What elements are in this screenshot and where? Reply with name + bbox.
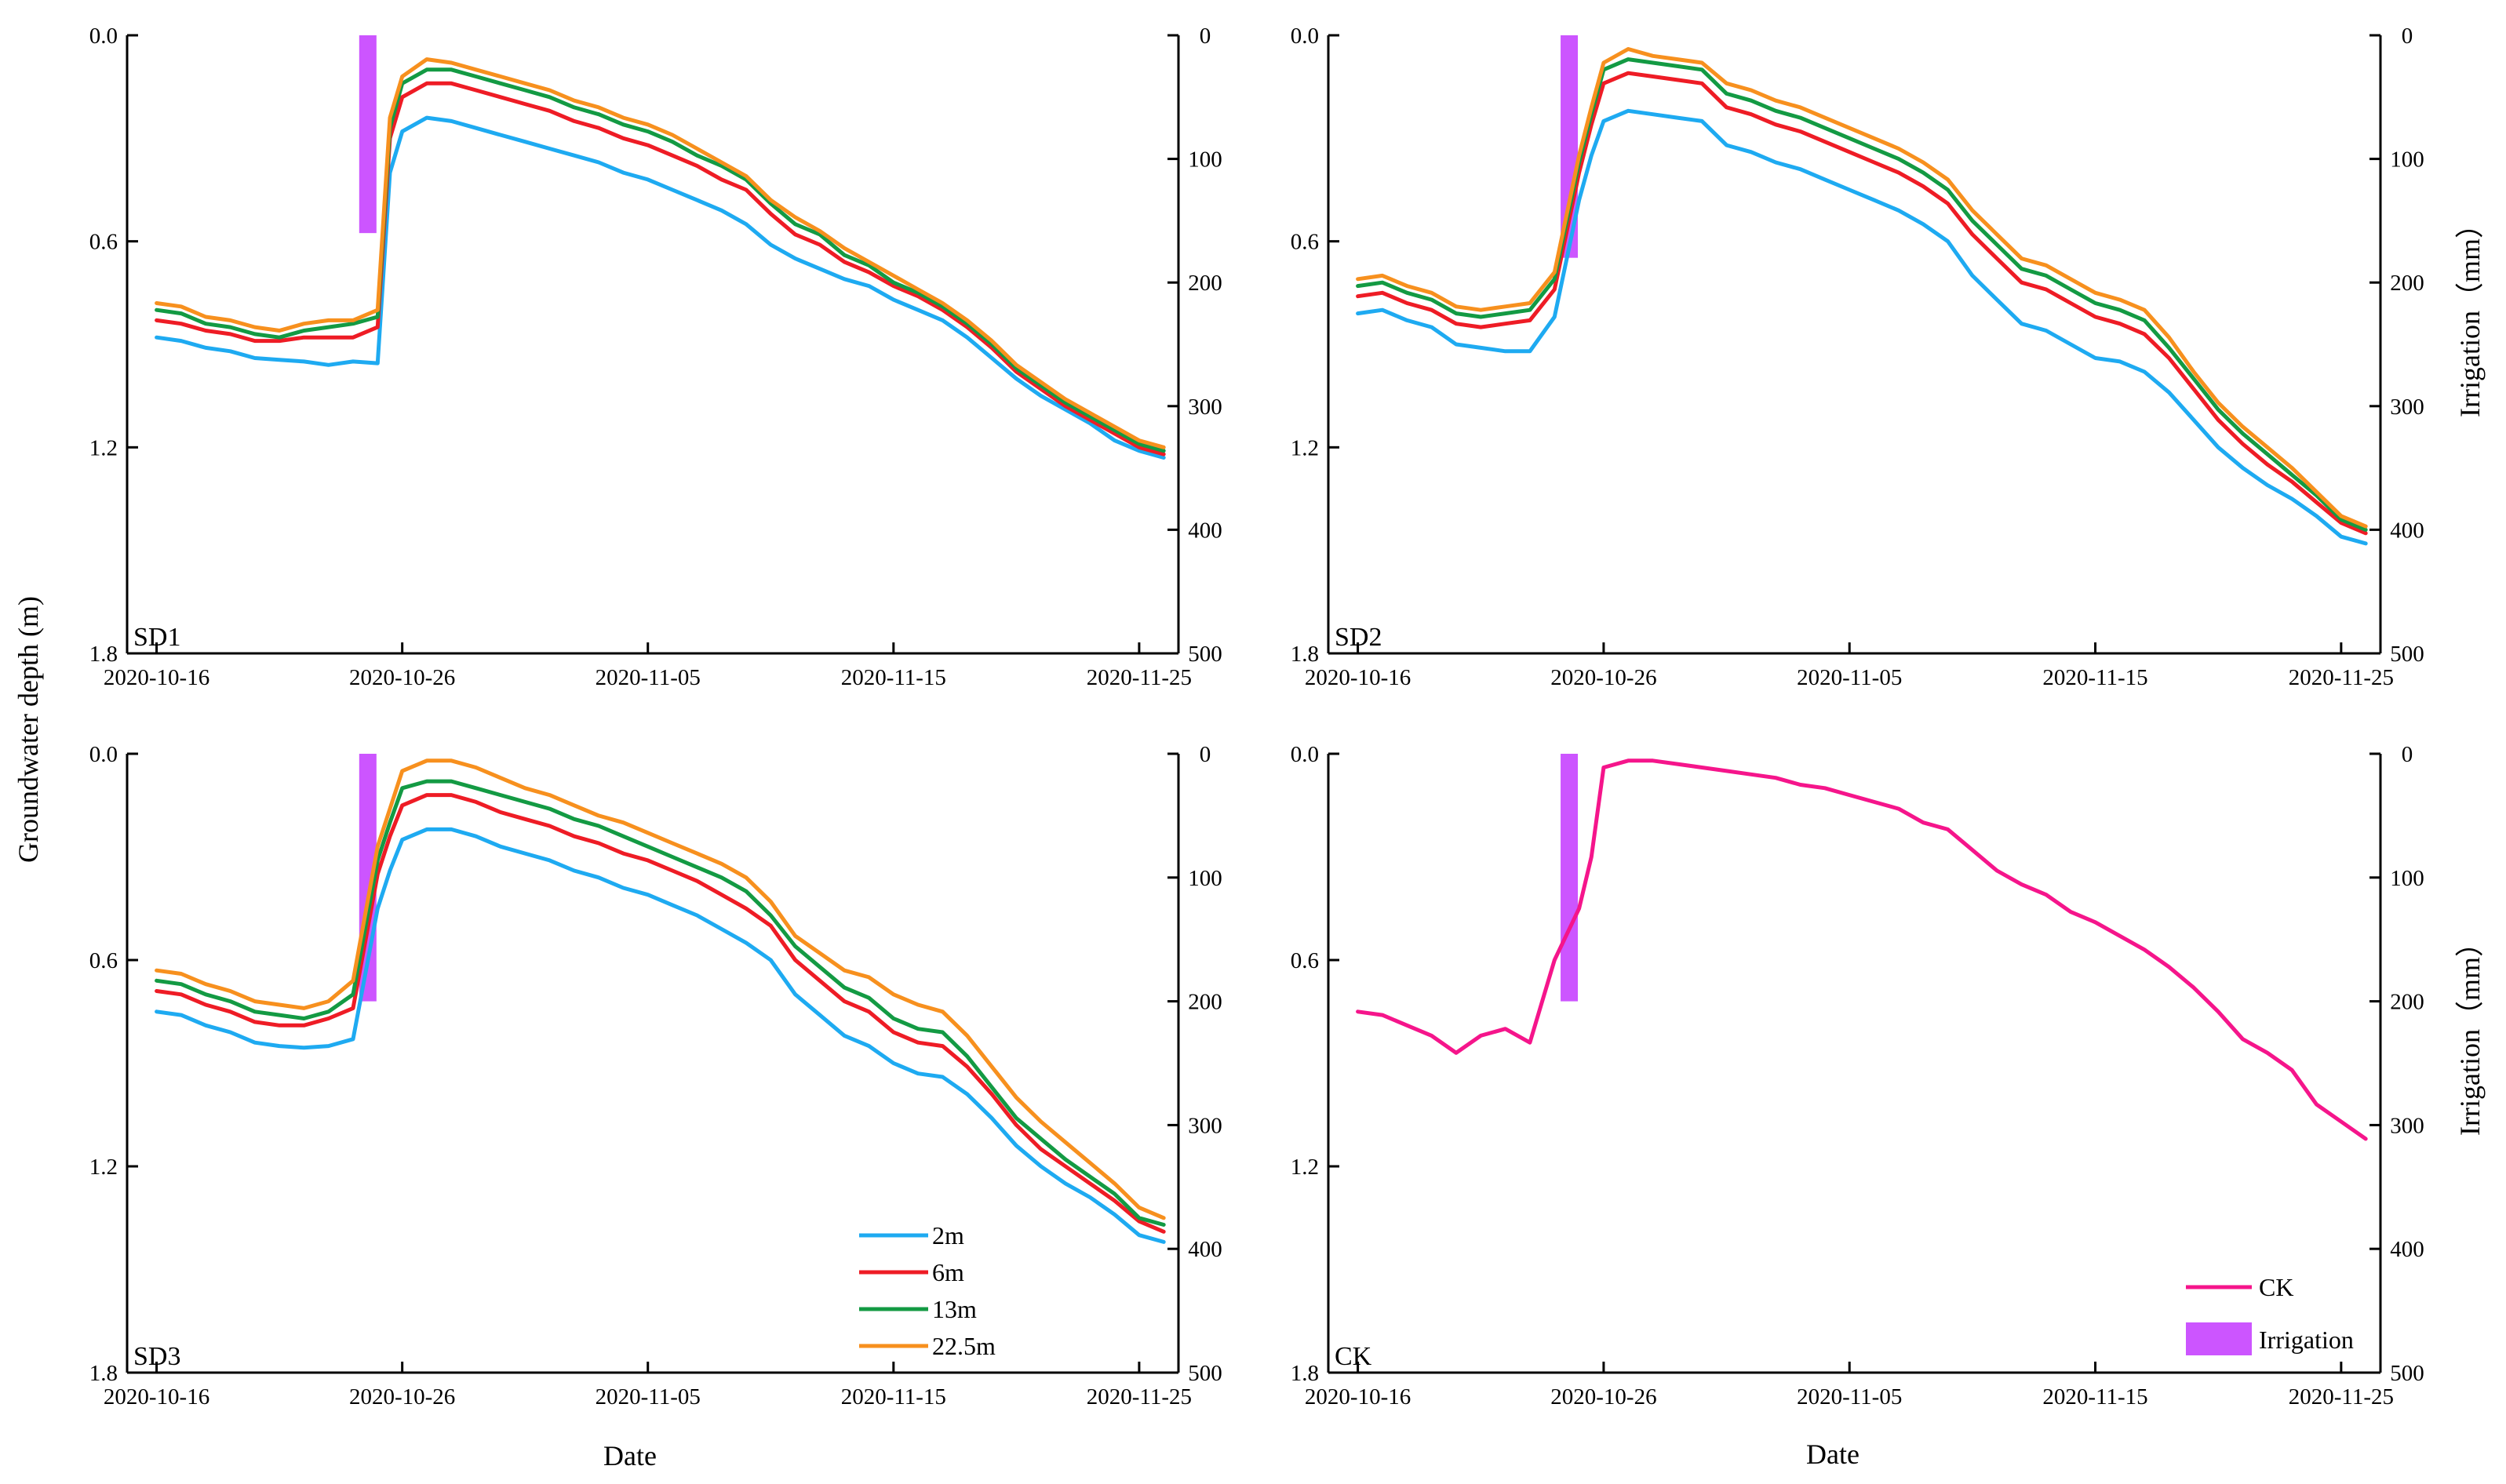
y-axis-label-right-top: Irrigation（mm） [2454, 210, 2486, 417]
y2-tick-label: 200 [2390, 271, 2424, 296]
x-tick-label: 2020-10-26 [349, 665, 455, 690]
y2-tick-label: 0 [1200, 742, 1211, 767]
legend-swatch [2186, 1322, 2252, 1355]
y2-tick-label: 400 [2390, 518, 2424, 543]
series-line-22_5m [155, 57, 1166, 449]
x-tick-label: 2020-11-25 [1087, 1384, 1192, 1409]
y2-tick-label: 500 [2390, 1361, 2424, 1386]
y2-tick-label: 0 [2402, 24, 2413, 49]
y2-tick-label: 0 [2402, 742, 2413, 767]
y2-tick-label: 100 [1188, 866, 1222, 891]
y2-tick-label: 300 [2390, 395, 2424, 420]
series-line-2m [155, 827, 1166, 1244]
x-axis-label-left: Date [603, 1440, 657, 1471]
y-tick-label: 0.0 [89, 24, 118, 49]
panel-sd1: 0.0 0.6 1.2 1.8 0 100 200 300 400 500 2020-10-16 20… [89, 24, 1222, 690]
x-tick-label: 2020-11-15 [2042, 665, 2147, 690]
legend-label: 22.5m [932, 1332, 996, 1360]
y-axis-label-right-bottom: Irrigation（mm） [2454, 929, 2486, 1136]
y2-tick-label: 100 [2390, 866, 2424, 891]
series-line-13m [1356, 57, 2368, 532]
y2-tick-label: 100 [2390, 147, 2424, 173]
x-tick-label: 2020-11-25 [1087, 665, 1192, 690]
x-tick-label: 2020-11-25 [2289, 665, 2394, 690]
x-tick-label: 2020-10-26 [1550, 1384, 1656, 1409]
y2-tick-label: 200 [1188, 990, 1222, 1015]
y2-tick-label: 300 [1188, 395, 1222, 420]
series-line-13m [155, 67, 1166, 453]
series-line-2m [1356, 108, 2368, 546]
y-axis-label-left: Groundwater depth (m) [13, 596, 44, 863]
series-line-6m [155, 793, 1166, 1234]
y-tick-label: 1.2 [89, 435, 118, 460]
series-line-13m [155, 779, 1166, 1227]
y-tick-label: 0.0 [89, 742, 118, 767]
x-tick-label: 2020-10-26 [349, 1384, 455, 1409]
y2-tick-label: 400 [1188, 518, 1222, 543]
x-tick-label: 2020-10-16 [1305, 1384, 1411, 1409]
x-tick-label: 2020-11-25 [2289, 1384, 2394, 1409]
y2-tick-label: 200 [2390, 990, 2424, 1015]
x-axis-label-right: Date [1806, 1439, 1859, 1470]
y2-tick-label: 500 [1188, 642, 1222, 667]
y-tick-label: 0.6 [1291, 230, 1319, 255]
series-line-6m [155, 81, 1166, 456]
series-line-2m [155, 115, 1166, 460]
y-tick-label: 0.6 [1291, 948, 1319, 973]
panel-sd2: 0.0 0.6 1.2 1.8 0 100 200 300 400 500 2020-10-16 20… [1291, 24, 2424, 690]
legend-label: 13m [932, 1295, 977, 1323]
series-line-22_5m [155, 758, 1166, 1220]
panel-title: SD1 [133, 623, 180, 652]
y-tick-label: 1.8 [1291, 642, 1319, 667]
y-tick-label: 1.2 [1291, 435, 1319, 460]
y-tick-label: 0.6 [89, 948, 118, 973]
x-tick-label: 2020-10-16 [104, 665, 209, 690]
panel-title: CK [1335, 1342, 1372, 1371]
legend-label: Irrigation [2259, 1326, 2354, 1354]
x-tick-label: 2020-10-26 [1550, 665, 1656, 690]
y2-tick-label: 300 [2390, 1113, 2424, 1138]
panel-title: SD2 [1335, 623, 1382, 652]
y2-tick-label: 400 [1188, 1237, 1222, 1262]
y-tick-label: 1.2 [89, 1155, 118, 1180]
series-line-22_5m [1356, 47, 2368, 529]
y2-tick-label: 0 [1200, 24, 1211, 49]
y2-tick-label: 100 [1188, 147, 1222, 173]
x-tick-label: 2020-11-05 [1797, 665, 1902, 690]
x-tick-label: 2020-11-15 [841, 1384, 946, 1409]
y-tick-label: 1.8 [89, 1361, 118, 1386]
x-tick-label: 2020-11-15 [841, 665, 946, 690]
y2-tick-label: 400 [2390, 1237, 2424, 1262]
y-tick-label: 0.0 [1291, 24, 1319, 49]
legend-label: 6m [932, 1258, 964, 1286]
y2-tick-label: 500 [1188, 1361, 1222, 1386]
irrigation-bar [1561, 754, 1579, 1002]
x-tick-label: 2020-11-05 [1797, 1384, 1902, 1409]
panel-sd3: 0.0 0.6 1.2 1.8 0 100 200 300 400 500 2020-10-16 20… [89, 742, 1222, 1409]
y-tick-label: 0.0 [1291, 742, 1319, 767]
legend-label: CK [2259, 1273, 2293, 1301]
x-tick-label: 2020-11-05 [596, 1384, 701, 1409]
x-tick-label: 2020-10-16 [104, 1384, 209, 1409]
x-tick-label: 2020-10-16 [1305, 665, 1411, 690]
irrigation-bar [359, 35, 377, 234]
y-tick-label: 1.8 [1291, 1361, 1319, 1386]
panel-ck: 0.0 0.6 1.2 1.8 0 100 200 300 400 500 2020-10-16 20… [1291, 742, 2424, 1409]
y-tick-label: 1.2 [1291, 1155, 1319, 1180]
panel-title: SD3 [133, 1342, 180, 1371]
y2-tick-label: 500 [2390, 642, 2424, 667]
series-line-CK [1356, 758, 2368, 1141]
x-tick-label: 2020-11-05 [596, 665, 701, 690]
y2-tick-label: 200 [1188, 271, 1222, 296]
x-tick-label: 2020-11-15 [2042, 1384, 2147, 1409]
series-line-6m [1356, 71, 2368, 536]
legend-label: 2m [932, 1221, 964, 1249]
y2-tick-label: 300 [1188, 1113, 1222, 1138]
y-tick-label: 1.8 [89, 642, 118, 667]
y-tick-label: 0.6 [89, 230, 118, 255]
